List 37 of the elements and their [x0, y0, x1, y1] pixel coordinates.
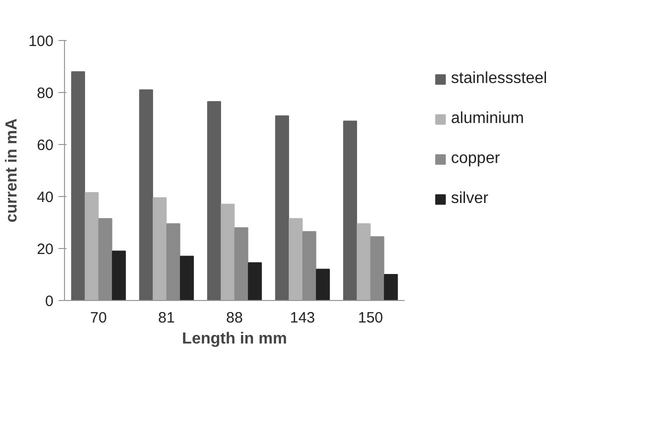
bar [98, 218, 112, 300]
bar [288, 218, 303, 300]
y-axis-title: current in mA [3, 118, 20, 223]
bar [275, 115, 290, 300]
y-tick-label: 0 [45, 293, 54, 310]
x-tick-label: 70 [90, 310, 107, 326]
y-tick-label: 80 [36, 85, 54, 102]
x-tick-label: 81 [158, 310, 175, 326]
bar [139, 89, 154, 300]
bar [370, 236, 384, 300]
legend-label: stainlesssteel [451, 70, 548, 88]
bar [248, 262, 262, 300]
bar [356, 223, 371, 300]
x-tick-label: 150 [358, 310, 384, 326]
bar [384, 274, 398, 300]
bar [302, 231, 316, 300]
legend-label: silver [451, 190, 490, 208]
bar [166, 223, 180, 300]
bar [84, 192, 99, 300]
bar [152, 197, 167, 300]
bar [180, 256, 194, 300]
bar [112, 250, 126, 300]
bar [71, 71, 86, 300]
bar [343, 120, 358, 300]
bar [207, 101, 222, 300]
bar [234, 227, 248, 300]
y-tick-label: 20 [36, 241, 54, 258]
bar [316, 268, 330, 300]
y-tick-label: 100 [28, 33, 54, 50]
legend-label: aluminium [451, 110, 525, 128]
x-tick-label: 143 [290, 310, 316, 326]
x-axis-title: Length in mm [182, 330, 287, 348]
bar [220, 204, 235, 300]
y-tick-label: 40 [36, 189, 54, 206]
x-tick-label: 88 [226, 310, 243, 326]
legend-label: copper [451, 150, 501, 168]
y-tick-label: 60 [36, 137, 54, 154]
